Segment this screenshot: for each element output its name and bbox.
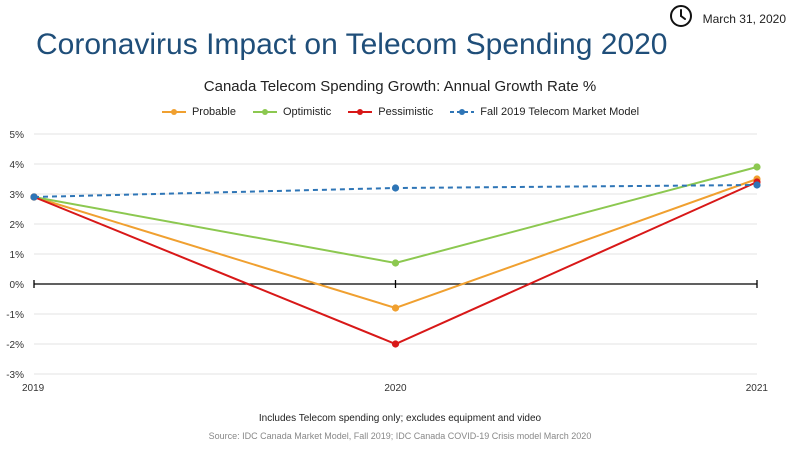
legend-swatch: [252, 109, 277, 115]
series-line: [33, 166, 758, 265]
x-tick-label: 2019: [22, 383, 45, 394]
legend-label: Probable: [191, 106, 236, 118]
series-line: [33, 178, 758, 310]
data-point: [391, 184, 400, 192]
y-tick-label: 2%: [10, 220, 25, 231]
y-tick-label: -3%: [6, 370, 24, 381]
y-tick-label: 4%: [10, 160, 25, 171]
y-tick-label: -2%: [6, 340, 24, 351]
legend-item: Optimistic: [252, 106, 331, 118]
data-point: [391, 340, 400, 348]
data-point: [753, 163, 761, 171]
clock-icon: [669, 4, 693, 33]
chart-title: Canada Telecom Spending Growth: Annual G…: [203, 78, 597, 95]
y-tick-label: 1%: [10, 250, 25, 261]
y-tick-label: -1%: [6, 310, 24, 321]
chart-source: Source: IDC Canada Market Model, Fall 20…: [208, 431, 592, 441]
data-point: [391, 259, 400, 267]
legend-item: Pessimistic: [347, 106, 433, 118]
legend-swatch: [450, 109, 475, 115]
legend-swatch: [161, 109, 186, 115]
x-tick-label: 2020: [384, 383, 407, 394]
legend-label: Optimistic: [282, 106, 332, 118]
y-tick-label: 3%: [10, 190, 25, 201]
chart-footnote: Includes Telecom spending only; excludes…: [258, 413, 542, 424]
y-tick-label: 0%: [10, 280, 25, 291]
chart-legend: Probable Optimistic Pessimistic Fall 2019 T…: [0, 106, 800, 118]
legend-item: Fall 2019 Telecom Market Model: [449, 106, 639, 118]
date-header: March 31, 2020: [669, 4, 786, 33]
data-point: [391, 304, 400, 312]
page-title: Coronavirus Impact on Telecom Spending 2…: [36, 28, 668, 61]
legend-swatch: [348, 109, 373, 115]
legend-label: Pessimistic: [378, 106, 434, 118]
y-tick-label: 5%: [10, 130, 25, 141]
date-label: March 31, 2020: [702, 11, 786, 26]
legend-label: Fall 2019 Telecom Market Model: [480, 106, 640, 118]
x-tick-label: 2021: [746, 383, 769, 394]
data-point: [30, 193, 38, 201]
data-point: [753, 181, 761, 189]
legend-item: Probable: [161, 106, 236, 118]
